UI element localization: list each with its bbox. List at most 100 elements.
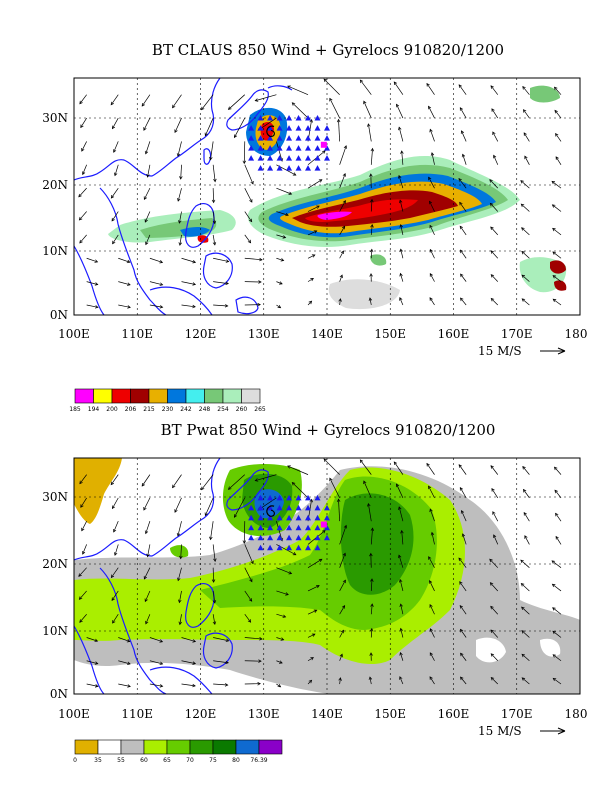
wind-arrow bbox=[521, 274, 530, 282]
wind-arrow bbox=[307, 558, 323, 568]
wind-arrow bbox=[213, 281, 229, 286]
wind-arrow bbox=[338, 298, 342, 306]
wind-arrow bbox=[149, 637, 164, 643]
wind-arrow bbox=[429, 604, 435, 615]
wind-arrow bbox=[429, 200, 435, 212]
wind-arrow bbox=[459, 201, 467, 212]
gyre-triangle bbox=[257, 504, 264, 511]
gyre-triangle bbox=[286, 135, 293, 141]
wind-arrow bbox=[276, 683, 282, 688]
wind-arrow bbox=[201, 474, 214, 491]
wind-arrow bbox=[276, 590, 289, 596]
colorbar-label: 254 bbox=[217, 406, 229, 413]
wind-arrow bbox=[461, 153, 467, 165]
bottom-xtick: 100E bbox=[58, 707, 90, 721]
wind-arrow bbox=[276, 187, 293, 195]
wind-arrow bbox=[307, 300, 313, 306]
typhoon-symbol bbox=[266, 505, 275, 517]
top-panel-title: BT CLAUS 850 Wind + Gyrelocs 910820/1200 bbox=[152, 41, 504, 59]
wind-arrow bbox=[395, 483, 404, 499]
wind-arrow bbox=[181, 281, 197, 286]
wind-arrow bbox=[287, 85, 309, 96]
bottom-gyre-locations bbox=[248, 494, 330, 551]
wind-arrow bbox=[144, 141, 151, 155]
wind-arrow bbox=[458, 557, 467, 568]
gyre-triangle bbox=[286, 494, 293, 501]
wind-arrow bbox=[234, 117, 246, 139]
wind-arrow bbox=[86, 660, 99, 665]
wind-arrow bbox=[521, 250, 530, 259]
wind-arrow bbox=[523, 488, 530, 499]
wind-arrow bbox=[143, 187, 151, 201]
colorbar-swatch bbox=[222, 388, 242, 404]
top-gridlines bbox=[74, 78, 580, 315]
top-map-frame bbox=[73, 77, 581, 316]
wind-arrow bbox=[212, 614, 217, 625]
wind-arrow bbox=[429, 224, 435, 236]
gyre-center-marker bbox=[320, 141, 327, 148]
wind-arrow bbox=[524, 155, 530, 165]
wind-arrow bbox=[429, 508, 435, 522]
gyre-triangle bbox=[286, 544, 293, 551]
wind-arrow bbox=[212, 590, 217, 604]
wind-arrow bbox=[78, 211, 87, 221]
wind-arrow bbox=[79, 234, 87, 244]
gyre-triangle bbox=[257, 115, 264, 121]
wind-arrow bbox=[80, 497, 87, 508]
wind-arrow bbox=[178, 590, 182, 604]
wind-arrow bbox=[521, 677, 530, 685]
gyre-triangle bbox=[305, 504, 312, 511]
wind-arrow bbox=[369, 652, 373, 661]
wind-arrow bbox=[339, 274, 343, 282]
gyre-triangle bbox=[305, 514, 312, 521]
colorbar-label: 0 bbox=[73, 757, 77, 764]
gyre-triangle bbox=[324, 534, 330, 541]
wind-arrow bbox=[276, 281, 283, 285]
wind-arrow bbox=[181, 304, 196, 309]
wind-arrow bbox=[368, 676, 373, 685]
wind-arrow bbox=[244, 681, 261, 686]
wind-arrow bbox=[118, 281, 131, 286]
wind-arrow bbox=[181, 683, 196, 688]
wind-arrow bbox=[244, 187, 253, 203]
gyre-triangle bbox=[248, 514, 255, 521]
wind-arrow bbox=[307, 679, 313, 685]
wind-arrow bbox=[81, 141, 87, 152]
wind-arrow bbox=[521, 298, 530, 306]
wind-arrow bbox=[552, 298, 562, 306]
gyre-triangle bbox=[286, 504, 293, 511]
top-reference-vector: 15 M/S bbox=[478, 344, 566, 358]
wind-arrow bbox=[523, 109, 530, 119]
gyre-triangle bbox=[314, 145, 321, 151]
wind-arrow bbox=[551, 204, 562, 212]
gyre-triangle bbox=[248, 534, 255, 541]
wind-arrow bbox=[86, 637, 99, 643]
wind-arrow bbox=[307, 657, 314, 662]
wind-arrow bbox=[459, 486, 467, 499]
wind-arrow bbox=[110, 567, 119, 579]
wind-arrow bbox=[81, 544, 87, 555]
wind-arrow bbox=[460, 273, 467, 282]
wind-arrow bbox=[244, 164, 254, 185]
wind-arrow bbox=[460, 249, 467, 259]
wind-arrow bbox=[339, 552, 346, 568]
wind-arrow bbox=[458, 177, 467, 189]
wind-arrow bbox=[111, 211, 119, 222]
colorbar-swatch bbox=[97, 739, 122, 755]
bottom-xtick: 180 bbox=[565, 707, 588, 721]
gyre-triangle bbox=[248, 524, 255, 531]
wind-arrow bbox=[244, 659, 262, 663]
gyre-triangle bbox=[295, 135, 302, 141]
wind-arrow bbox=[78, 590, 87, 600]
wind-arrow bbox=[359, 459, 372, 475]
wind-arrow bbox=[490, 274, 499, 282]
gyre-triangle bbox=[286, 165, 293, 171]
wind-arrow bbox=[428, 176, 435, 189]
wind-arrow bbox=[181, 257, 197, 264]
wind-arrow bbox=[523, 132, 530, 142]
top-map-field bbox=[74, 78, 580, 315]
top-xtick: 180 bbox=[565, 327, 588, 341]
gyre-triangle bbox=[267, 115, 274, 121]
wind-arrow bbox=[399, 224, 404, 235]
wind-arrow bbox=[114, 544, 119, 556]
